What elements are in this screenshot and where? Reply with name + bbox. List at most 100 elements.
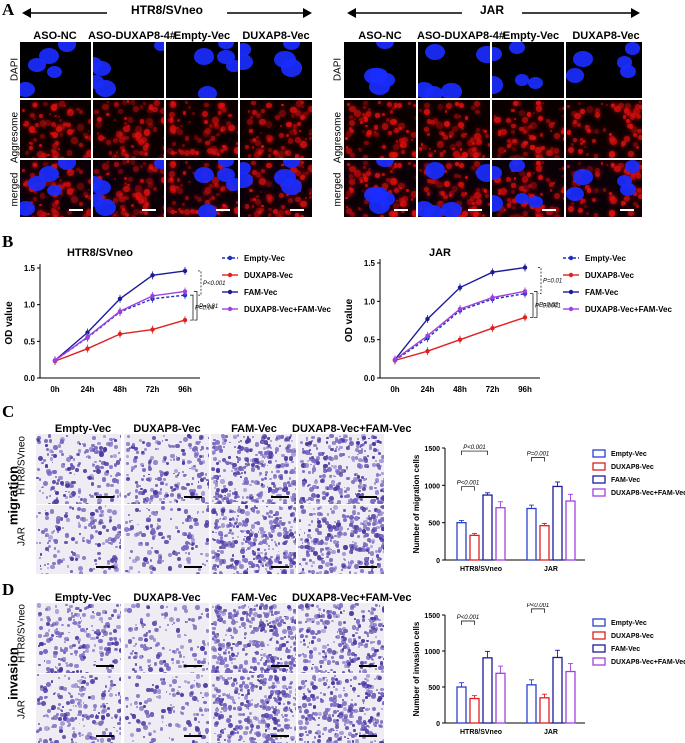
legend-marker xyxy=(568,306,574,312)
legend-entry: DUXAP8-Vec xyxy=(611,464,654,471)
row-label-aggresome: Aggresome xyxy=(9,111,21,164)
x-tick-label: 48h xyxy=(453,385,467,394)
p-value-label: P=0.02 xyxy=(539,302,559,308)
scale-bar xyxy=(271,566,289,568)
row-label-dapi: DAPI xyxy=(9,57,21,82)
panel-c-label: C xyxy=(2,402,15,421)
merged-image xyxy=(166,160,238,217)
legend-marker xyxy=(568,272,574,278)
legend-marker xyxy=(568,255,574,261)
chart-title: HTR8/SVneo xyxy=(67,247,133,259)
panel-d-label: D xyxy=(2,580,15,599)
dapi-image xyxy=(240,42,312,98)
series-line xyxy=(394,292,526,361)
scale-bar xyxy=(69,209,83,211)
significance-bracket xyxy=(534,291,538,318)
scale-bar xyxy=(184,665,202,667)
bar xyxy=(526,507,537,561)
scale-bar xyxy=(96,665,114,667)
transwell-image xyxy=(124,434,209,504)
dapi-image xyxy=(166,42,238,98)
legend-swatch xyxy=(592,657,606,666)
aggresome-image xyxy=(20,100,91,158)
bar xyxy=(565,500,576,561)
legend-entry: DUXAP8-Vec+FAM-Vec xyxy=(611,490,685,497)
legend-marker xyxy=(227,289,233,295)
scale-bar xyxy=(271,496,289,498)
legend-swatch xyxy=(592,475,606,484)
col-header: ASO-DUXAP8-4# xyxy=(417,30,506,42)
bar xyxy=(495,672,506,724)
bar xyxy=(469,697,480,724)
y-tick-label: 0.0 xyxy=(24,374,36,383)
p-value-label: P=0.0001 xyxy=(535,304,561,310)
transwell-image xyxy=(298,603,384,673)
transwell-image xyxy=(211,674,296,743)
scale-bar xyxy=(216,209,230,211)
data-point xyxy=(150,293,155,299)
legend-entry: FAM-Vec xyxy=(585,288,619,297)
legend-marker xyxy=(568,289,574,295)
p-value-label: P<0.001 xyxy=(463,445,486,451)
col-header: Empty-Vec xyxy=(54,592,112,604)
y-tick-label: 1.0 xyxy=(24,301,36,310)
p-value-label: P<0.001 xyxy=(527,603,550,609)
scale-bar xyxy=(359,566,377,568)
legend-marker xyxy=(227,272,233,278)
significance-bracket xyxy=(531,608,545,613)
x-tick-label: 96h xyxy=(518,385,532,394)
data-point xyxy=(522,315,528,320)
bar xyxy=(552,485,563,561)
y-tick-label: 500 xyxy=(428,521,440,528)
legend-entry: DUXAP8-Vec+FAM-Vec xyxy=(244,305,331,314)
aggresome-image xyxy=(93,100,164,158)
legend-entry: Empty-Vec xyxy=(611,620,647,627)
y-tick-label: 1500 xyxy=(424,446,440,453)
col-header: DUXAP8-Vec xyxy=(133,423,201,435)
bar xyxy=(469,534,480,561)
group-title: JAR xyxy=(462,3,522,17)
merged-image xyxy=(20,160,91,217)
bar xyxy=(482,657,493,724)
transwell-image xyxy=(124,505,209,574)
scale-bar xyxy=(359,496,377,498)
panel-a-group-jar-header: JAR xyxy=(347,3,640,19)
row-label-aggresome: Aggresome xyxy=(332,111,344,164)
bar xyxy=(539,697,550,724)
y-tick-label: 1500 xyxy=(424,613,440,620)
data-point xyxy=(457,337,463,342)
transwell-image xyxy=(36,505,121,574)
legend-entry: DUXAP8-Vec+FAM-Vec xyxy=(585,305,672,314)
col-header: FAM-Vec xyxy=(231,423,277,435)
transwell-image xyxy=(211,434,296,504)
merged-image xyxy=(492,160,564,217)
series-line xyxy=(54,294,186,361)
od-line-chart-htr8: HTR8/SVneo 0.0 0.5 1.0 1.5 0h 24h 48h 72h 96h OD v… xyxy=(4,247,331,394)
dapi-image xyxy=(344,42,416,98)
data-point xyxy=(457,306,463,312)
transwell-image xyxy=(211,505,296,574)
data-point xyxy=(490,325,495,331)
p-value-label: P<0.001 xyxy=(457,481,480,487)
significance-bracket xyxy=(531,457,545,462)
scale-bar xyxy=(620,209,634,211)
col-header: Empty-Vec xyxy=(173,30,231,42)
row-label-dapi: DAPI xyxy=(332,57,344,82)
bar xyxy=(456,522,467,561)
legend-swatch xyxy=(592,631,606,640)
col-header: DUXAP8-Vec xyxy=(133,592,201,604)
bar xyxy=(565,670,576,724)
data-point xyxy=(117,309,123,314)
merged-image xyxy=(240,160,312,217)
legend-swatch xyxy=(592,488,606,497)
chart-title: JAR xyxy=(429,247,451,259)
x-tick-label: 96h xyxy=(178,385,192,394)
data-point xyxy=(425,333,430,339)
x-tick-label: HTR8/SVneo xyxy=(460,729,502,736)
bar xyxy=(552,656,563,724)
row-label-jar: JAR xyxy=(16,527,28,546)
significance-bracket xyxy=(461,486,475,491)
bar xyxy=(456,686,467,724)
aggresome-image xyxy=(418,100,490,158)
